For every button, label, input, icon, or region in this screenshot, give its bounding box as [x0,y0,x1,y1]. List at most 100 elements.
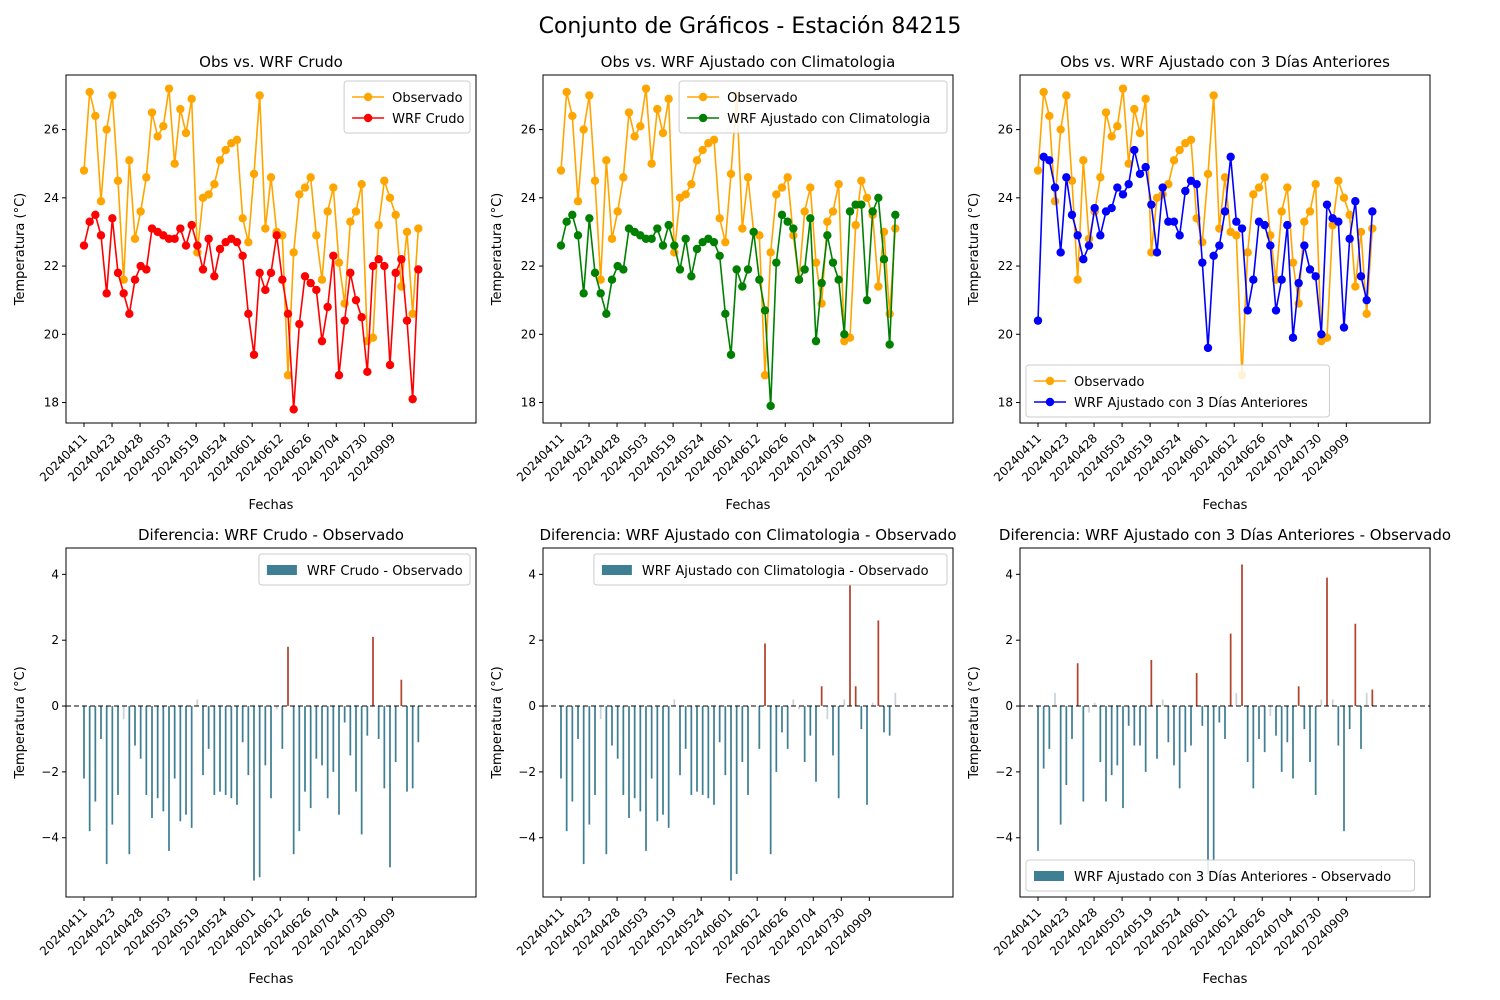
data-point [1277,207,1286,216]
bar [616,706,619,759]
data-point [1356,227,1366,237]
data-point [743,265,753,274]
plot-frame [65,547,477,898]
bar [673,699,676,707]
bar [1190,706,1192,746]
legend-label: WRF Crudo - Observado [307,564,463,579]
bar [571,706,574,802]
data-point [828,258,838,267]
bar [196,699,199,707]
data-point [1079,156,1088,165]
data-point [715,214,724,223]
bar [88,706,91,832]
y-axis-label: Temperatura (°C) [490,666,505,779]
bar [298,706,301,832]
data-point [215,244,225,254]
legend: WRF Ajustado con Climatologia - Observad… [593,553,948,586]
data-point [317,275,327,284]
bar [236,706,238,805]
data-point [244,237,253,247]
data-point [340,316,349,325]
y-axis-label: Temperatura (°C) [13,193,28,306]
bar [1292,706,1294,779]
data-point [709,135,719,145]
bar [207,706,210,749]
data-point [721,309,730,319]
bar [735,706,738,874]
data-point [187,220,196,230]
data-point [585,214,594,223]
y-tick-label: 4 [1005,567,1013,581]
data-point [1339,323,1349,332]
data-point [1345,234,1354,243]
data-point [857,200,866,209]
data-point [1050,183,1060,192]
bar [1348,706,1351,730]
data-point [840,330,849,339]
data-point [1209,251,1218,261]
bar [1054,692,1056,707]
data-point [1141,162,1150,172]
data-point [687,272,696,281]
chart-panel-1: Obs vs. WRF Crudo18202224262024041120240… [13,53,477,513]
y-tick-label: −2 [41,765,59,779]
data-point [210,272,219,281]
bar [1116,706,1119,766]
data-point [1130,104,1139,114]
bar [332,706,335,772]
data-point [1056,125,1065,134]
bar [690,706,693,795]
data-point [261,285,270,295]
data-point [851,220,860,230]
chart-title: Obs vs. WRF Crudo [199,53,343,71]
bar [292,706,295,855]
legend-box [1025,364,1330,418]
bar [826,706,829,720]
data-point [119,289,128,298]
data-point [1232,231,1241,240]
bar [633,706,636,799]
data-point [142,173,151,182]
data-point [636,121,645,131]
data-point [1249,275,1258,284]
data-point [874,193,883,203]
data-point [1345,210,1354,220]
bar [747,706,749,795]
data-point [1243,306,1252,315]
bar [117,706,119,795]
data-point [408,394,417,404]
data-point [210,179,219,189]
bar [1326,577,1328,707]
chart-panel-6: Diferencia: WRF Ajustado con 3 Días Ante… [967,526,1451,987]
bar [582,706,585,865]
bar [809,706,812,736]
data-point [1260,173,1269,182]
bar [1218,706,1221,723]
data-point [215,156,225,165]
bar [264,706,267,766]
data-point [329,183,338,192]
legend-label: WRF Crudo [392,112,464,127]
data-point [1243,248,1252,257]
bar [718,706,721,743]
data-point [1220,207,1230,216]
data-point [181,241,191,250]
bar [684,706,687,749]
data-point [1362,309,1371,319]
bar [1275,706,1277,736]
data-point [749,227,758,237]
data-point [261,224,270,233]
data-point [692,156,702,165]
data-point [1283,183,1292,192]
y-tick-label: −4 [995,831,1013,845]
bar [1082,706,1085,802]
y-tick-label: 4 [528,567,536,581]
bar [837,706,840,799]
data-point [772,258,781,267]
bar [1314,706,1317,795]
data-point [1118,84,1128,93]
data-point [1368,207,1377,216]
bar [400,679,403,707]
data-point [800,265,809,274]
data-point [738,282,747,291]
